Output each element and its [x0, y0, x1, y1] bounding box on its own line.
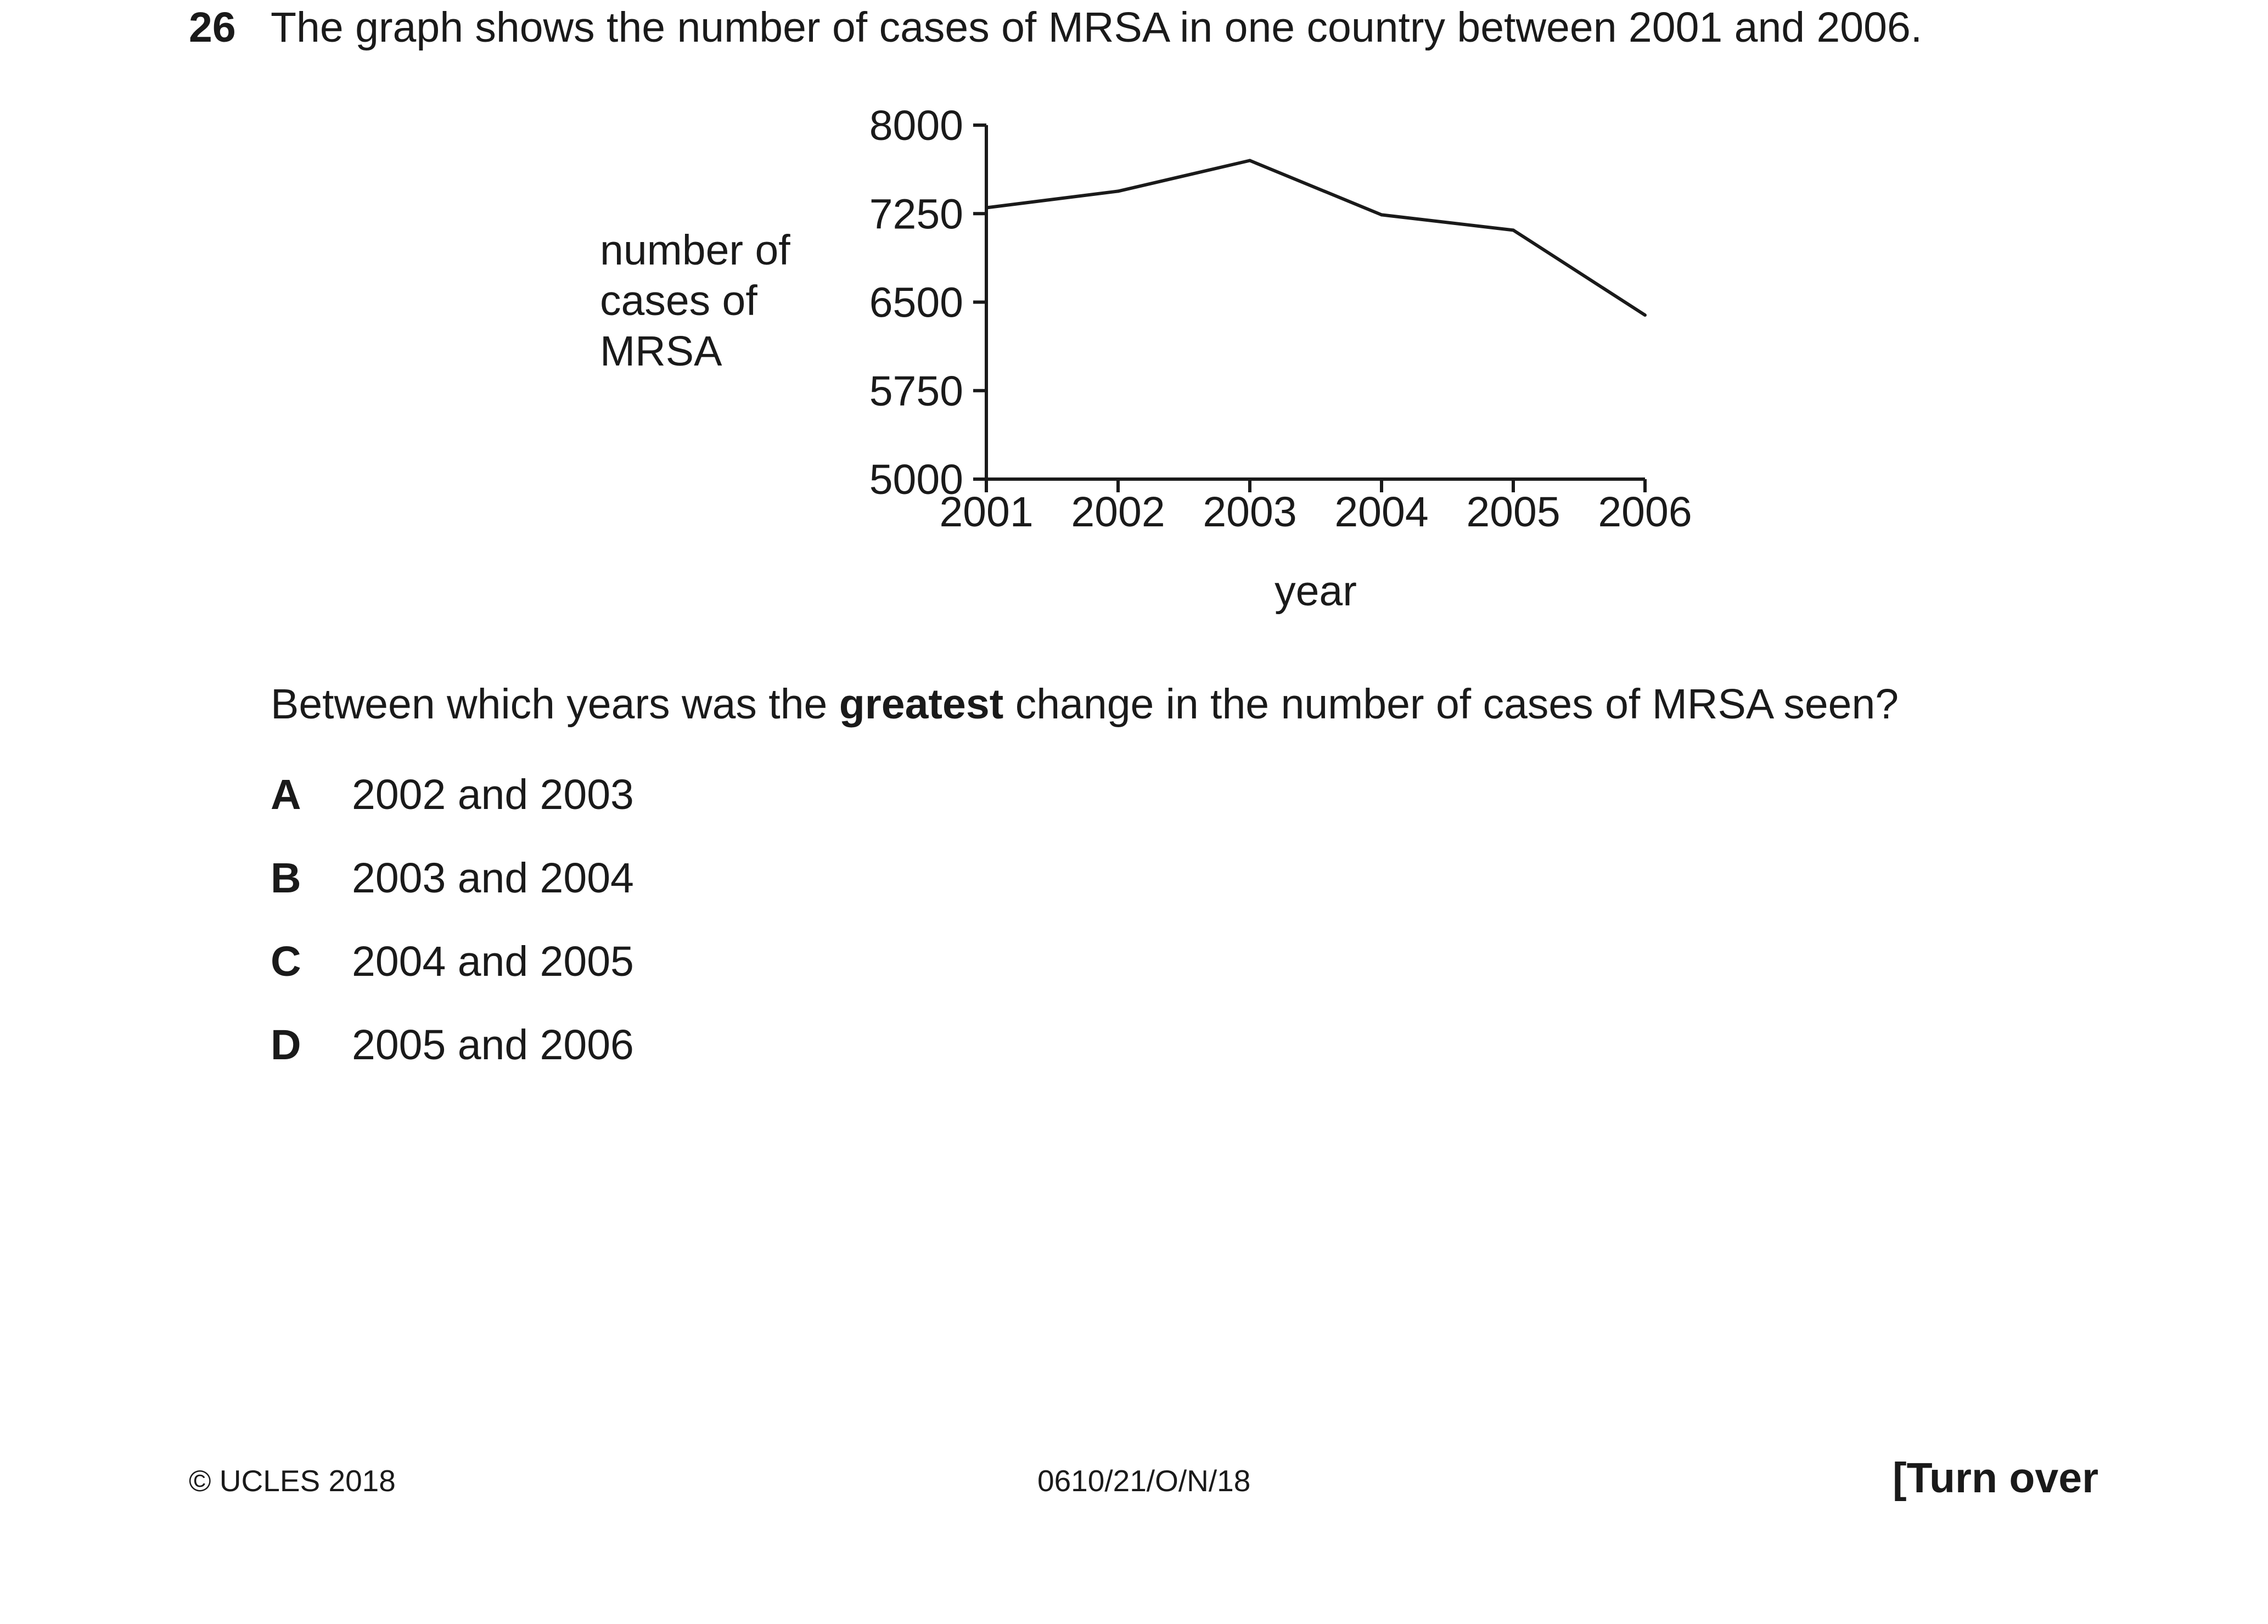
- x-tick-label-2003: 2003: [1203, 488, 1296, 536]
- x-axis-label: year: [1275, 567, 1357, 615]
- data-point-2001: [985, 206, 988, 210]
- data-point-2005: [1512, 228, 1515, 232]
- option-c[interactable]: C 2004 and 2005: [271, 936, 634, 987]
- paper-code: 0610/21/O/N/18: [1037, 1464, 1251, 1498]
- option-text: 2002 and 2003: [352, 771, 634, 818]
- option-d[interactable]: D 2005 and 2006: [271, 1020, 634, 1070]
- prompt-text-before: Between which years was the: [271, 681, 839, 728]
- data-point-2004: [1380, 213, 1383, 217]
- question-prompt: Between which years was the greatest cha…: [271, 679, 1899, 729]
- question-number: 26: [189, 4, 236, 51]
- turn-over-label: [Turn over: [1893, 1454, 2099, 1502]
- prompt-text-after: change in the number of cases of MRSA se…: [1003, 681, 1899, 728]
- x-tick-label-2004: 2004: [1334, 488, 1428, 536]
- x-tick-label-2001: 2001: [939, 488, 1033, 536]
- y-tick-label-6500: 6500: [869, 279, 963, 327]
- copyright-notice: © UCLES 2018: [189, 1464, 396, 1498]
- data-point-2006: [1643, 313, 1647, 317]
- option-letter: A: [271, 771, 301, 818]
- y-tick-label-5000: 5000: [869, 456, 963, 503]
- x-tick-label-2005: 2005: [1466, 488, 1560, 536]
- series-line-0: [986, 159, 1646, 317]
- mrsa-line-chart: 5000 5750 6500 7250 8000 2001 2002 2003 2004 2005…: [869, 102, 1692, 615]
- question-text: The graph shows the number of cases of M…: [271, 4, 1923, 51]
- data-point-2002: [1116, 189, 1120, 193]
- data-point-2003: [1248, 159, 1251, 162]
- y-tick-label-5750: 5750: [869, 368, 963, 415]
- x-tick-label-2006: 2006: [1598, 488, 1692, 536]
- option-b[interactable]: B 2003 and 2004: [271, 853, 634, 903]
- x-tick-label-2002: 2002: [1071, 488, 1165, 536]
- option-a[interactable]: A 2002 and 2003: [271, 769, 634, 820]
- y-tick-label-8000: 8000: [869, 102, 963, 149]
- prompt-emphasis: greatest: [839, 681, 1004, 728]
- option-letter: B: [271, 855, 301, 902]
- option-text: 2004 and 2005: [352, 938, 634, 985]
- option-text: 2005 and 2006: [352, 1021, 634, 1069]
- option-text: 2003 and 2004: [352, 855, 634, 902]
- y-axis-label: number of cases of MRSA: [600, 227, 790, 375]
- y-tick-label-7250: 7250: [869, 190, 963, 238]
- option-letter: D: [271, 1021, 301, 1069]
- option-letter: C: [271, 938, 301, 985]
